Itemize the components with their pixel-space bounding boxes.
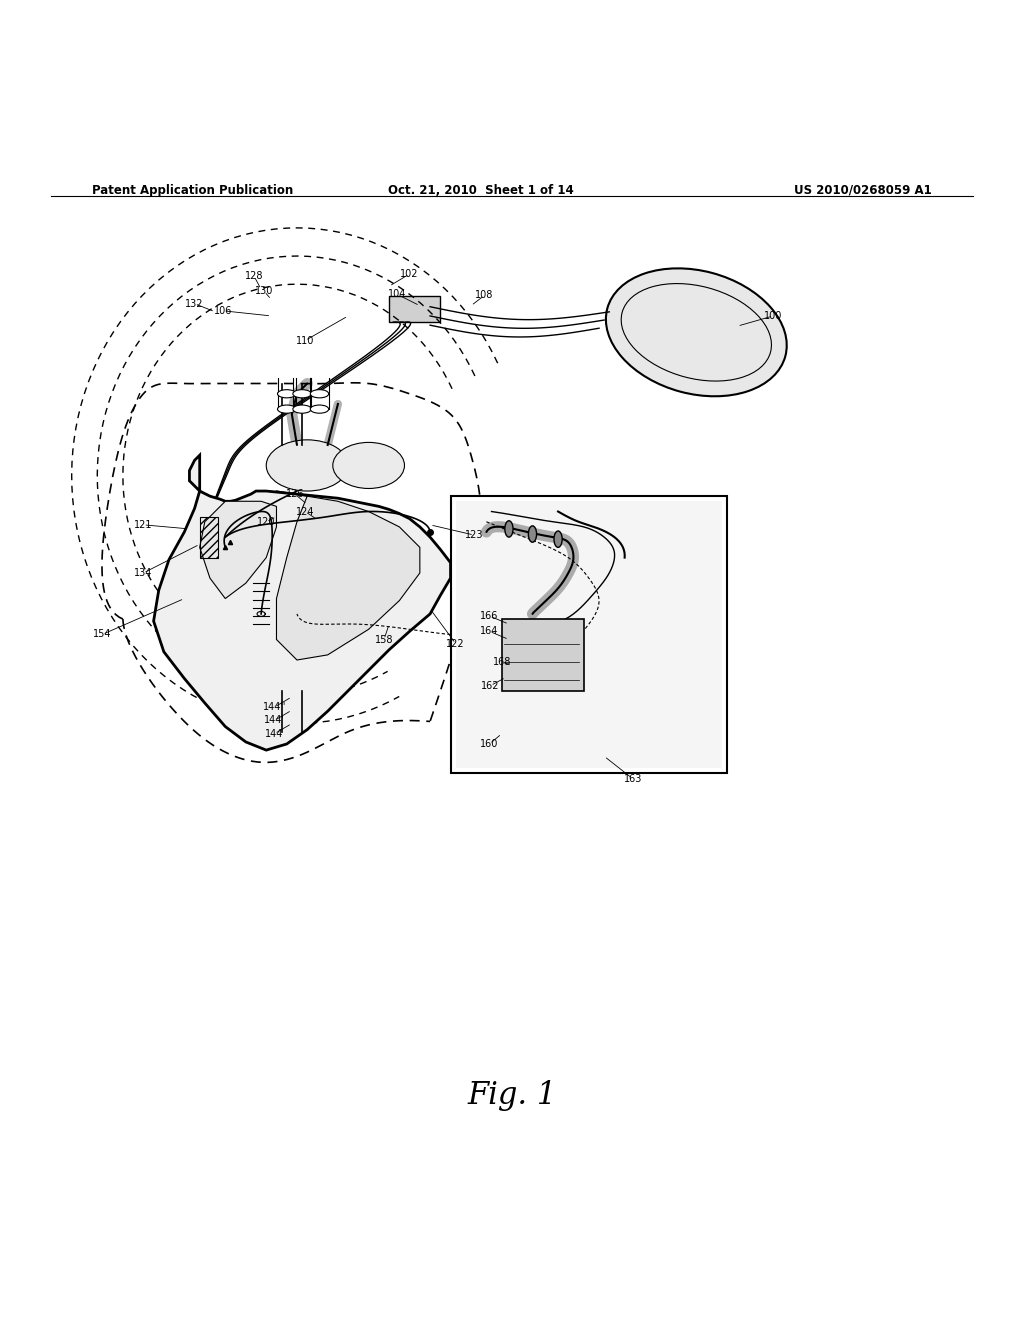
Text: 144'': 144''	[263, 702, 286, 711]
Ellipse shape	[528, 525, 537, 543]
Text: 144': 144'	[264, 715, 285, 726]
Bar	[502, 619, 584, 690]
Text: 120: 120	[257, 516, 275, 527]
Text: 158: 158	[375, 635, 393, 644]
Text: 126: 126	[286, 490, 304, 499]
Text: 106: 106	[214, 306, 232, 315]
Text: 108: 108	[475, 290, 494, 301]
Text: 123: 123	[465, 531, 483, 540]
Text: 104: 104	[388, 289, 407, 300]
Text: 132: 132	[185, 298, 204, 309]
Text: 100: 100	[764, 312, 782, 321]
Text: 168: 168	[493, 657, 511, 667]
Polygon shape	[200, 502, 276, 598]
Text: Fig. 1: Fig. 1	[467, 1080, 557, 1110]
Ellipse shape	[278, 405, 296, 413]
Ellipse shape	[554, 531, 562, 548]
Text: 130: 130	[255, 286, 273, 297]
Ellipse shape	[293, 389, 311, 397]
Text: 102: 102	[400, 269, 419, 279]
Ellipse shape	[505, 520, 513, 537]
Ellipse shape	[278, 389, 296, 397]
Bar	[456, 502, 722, 767]
Ellipse shape	[606, 268, 786, 396]
Text: 110: 110	[296, 335, 314, 346]
Text: 162: 162	[481, 681, 500, 690]
Text: 154: 154	[93, 630, 112, 639]
Ellipse shape	[310, 405, 329, 413]
Ellipse shape	[266, 440, 348, 491]
Text: 144: 144	[265, 729, 284, 739]
Ellipse shape	[333, 442, 404, 488]
Text: 163: 163	[624, 774, 642, 784]
Text: US 2010/0268059 A1: US 2010/0268059 A1	[794, 183, 932, 197]
Text: 134: 134	[134, 568, 153, 578]
Polygon shape	[154, 455, 451, 750]
Text: 164: 164	[480, 626, 499, 636]
Text: 160: 160	[480, 739, 499, 748]
Ellipse shape	[293, 405, 311, 413]
Text: 124: 124	[296, 507, 314, 516]
Ellipse shape	[310, 389, 329, 397]
Bar	[451, 496, 727, 772]
Bar	[200, 516, 218, 557]
Text: Patent Application Publication: Patent Application Publication	[92, 183, 294, 197]
Text: 166: 166	[480, 611, 499, 620]
Text: Oct. 21, 2010  Sheet 1 of 14: Oct. 21, 2010 Sheet 1 of 14	[388, 183, 574, 197]
Text: 128: 128	[245, 271, 263, 281]
Text: 121: 121	[134, 520, 153, 529]
Text: 122: 122	[446, 639, 465, 648]
Bar	[389, 297, 440, 322]
Polygon shape	[276, 496, 420, 660]
